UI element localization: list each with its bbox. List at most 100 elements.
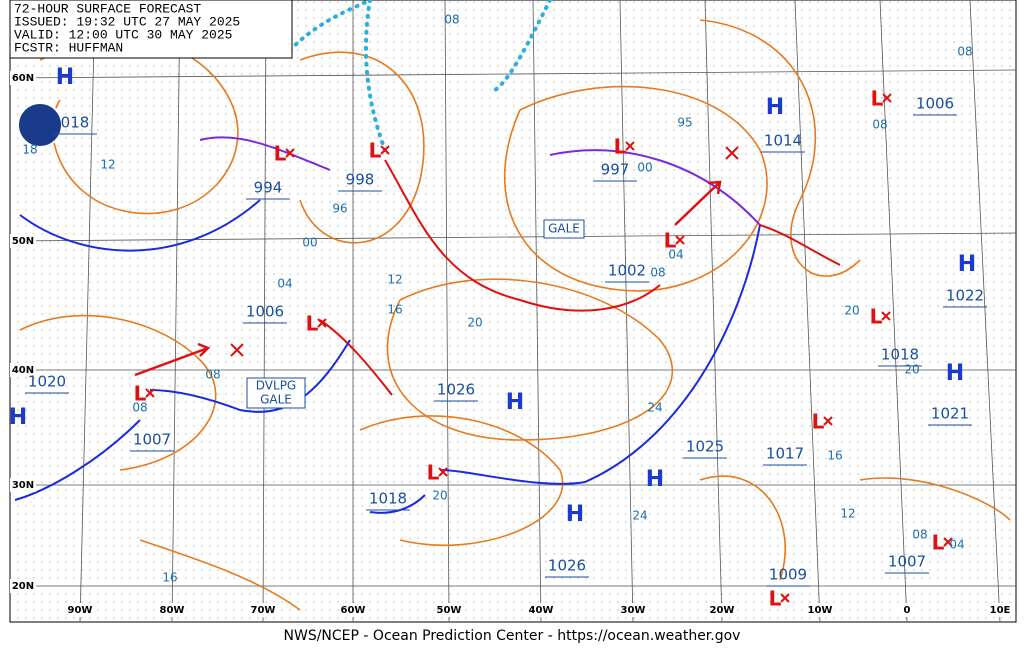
lat-label: 30N <box>12 480 34 491</box>
lon-label: 70W <box>251 605 276 616</box>
low-center: L <box>274 142 287 166</box>
footer: NWS/NCEP - Ocean Prediction Center - htt… <box>284 628 741 644</box>
lat-label: 50N <box>12 236 34 247</box>
pressure-value: 1021 <box>931 405 969 423</box>
header-line: FCSTR: HUFFMAN <box>14 40 123 55</box>
low-x <box>317 318 327 328</box>
map-frame <box>9 0 1017 623</box>
pressure-value: 1026 <box>437 381 475 399</box>
lon-label: 20W <box>710 605 735 616</box>
isobar-label: 20 <box>432 489 447 503</box>
pressure-value: 997 <box>601 161 630 179</box>
gale-label: GALE <box>548 222 580 236</box>
low-center: L <box>134 382 147 406</box>
high-center: H <box>958 252 976 277</box>
isobar-label: 18 <box>22 143 37 157</box>
high-center: H <box>56 65 74 90</box>
movement-arrows <box>134 180 722 377</box>
isobar-label: 20 <box>904 363 919 377</box>
isobar-label: 08 <box>912 528 927 542</box>
lon-label-box <box>435 603 463 617</box>
lat-label-box <box>10 234 36 248</box>
isobar-label: 08 <box>132 401 147 415</box>
lon-label: 50W <box>437 605 462 616</box>
lon-label-box <box>619 603 647 617</box>
isobar-label: 08 <box>872 118 887 132</box>
low-x <box>675 235 685 245</box>
high-center: H <box>9 405 27 430</box>
isobar-label: 08 <box>957 45 972 59</box>
isobar-label: 00 <box>302 236 317 250</box>
low-center: L <box>664 229 677 253</box>
lat-label-box <box>10 579 36 593</box>
lon-label-box <box>708 603 736 617</box>
lon-label: 10E <box>990 605 1011 616</box>
pressure-value: 1017 <box>766 445 804 463</box>
low-x <box>881 311 891 321</box>
lon-label: 0 <box>904 605 911 616</box>
isobar-label: 04 <box>949 538 964 552</box>
low-x <box>823 416 833 426</box>
isobar-label: 20 <box>844 304 859 318</box>
high-center: H <box>566 502 584 527</box>
gale-box <box>246 377 306 409</box>
isobar-label: 16 <box>827 449 842 463</box>
pressure-value: 998 <box>346 171 375 189</box>
low-center: L <box>614 135 627 159</box>
lon-label-box <box>527 603 555 617</box>
low-x <box>882 93 892 103</box>
low-x <box>145 388 155 398</box>
high-center: H <box>646 467 664 492</box>
pressure-value: 1006 <box>246 303 284 321</box>
lon-label: 30W <box>621 605 646 616</box>
pressure-value: 1007 <box>133 431 171 449</box>
isobar-label: 20 <box>467 316 482 330</box>
lat-label-box <box>10 71 36 85</box>
gale-box <box>543 219 585 239</box>
lat-label-box <box>10 363 36 377</box>
pressure-value: 1009 <box>769 566 807 584</box>
header-line: 72-HOUR SURFACE FORECAST <box>14 1 201 16</box>
pressure-value: 1018 <box>369 490 407 508</box>
lon-label-box <box>893 603 921 617</box>
pressure-value: 1025 <box>686 438 724 456</box>
header-box <box>9 0 293 59</box>
low-x <box>725 146 739 160</box>
pressure-value: 1026 <box>548 557 586 575</box>
lat-label: 20N <box>12 581 34 592</box>
pressure-value: 1007 <box>888 553 926 571</box>
lat-label: 40N <box>12 365 34 376</box>
lon-label-box <box>249 603 277 617</box>
gale-label: DVLPG <box>256 379 296 393</box>
low-x <box>780 593 790 603</box>
pressure-value: 1006 <box>916 95 954 113</box>
lon-label-box <box>158 603 186 617</box>
lon-label-box <box>806 603 834 617</box>
noaa-logo <box>17 102 63 148</box>
low-x <box>230 343 244 357</box>
lon-label: 10W <box>808 605 833 616</box>
lon-label-box <box>339 603 367 617</box>
pressure-value: 018 <box>61 114 90 132</box>
isobar-label: 96 <box>332 202 347 216</box>
isobar-label: 12 <box>387 273 402 287</box>
isobar-label: 12 <box>840 507 855 521</box>
lon-label: 40W <box>529 605 554 616</box>
low-x <box>943 537 953 547</box>
low-x <box>285 148 295 158</box>
lat-label-box <box>10 478 36 492</box>
pressure-value: 1014 <box>764 132 802 150</box>
pressure-value: 1002 <box>608 262 646 280</box>
low-center: L <box>769 587 782 611</box>
lon-label-box <box>986 603 1014 617</box>
lat-label: 60N <box>12 73 34 84</box>
lon-label: 90W <box>68 605 93 616</box>
isobar-label: 04 <box>277 277 292 291</box>
isobar-label: 24 <box>647 401 662 415</box>
isobar-label: 12 <box>100 158 115 172</box>
lon-label: 60W <box>341 605 366 616</box>
isobars <box>19 19 1011 611</box>
isobar-label: 16 <box>162 571 177 585</box>
gale-label: GALE <box>260 393 292 407</box>
